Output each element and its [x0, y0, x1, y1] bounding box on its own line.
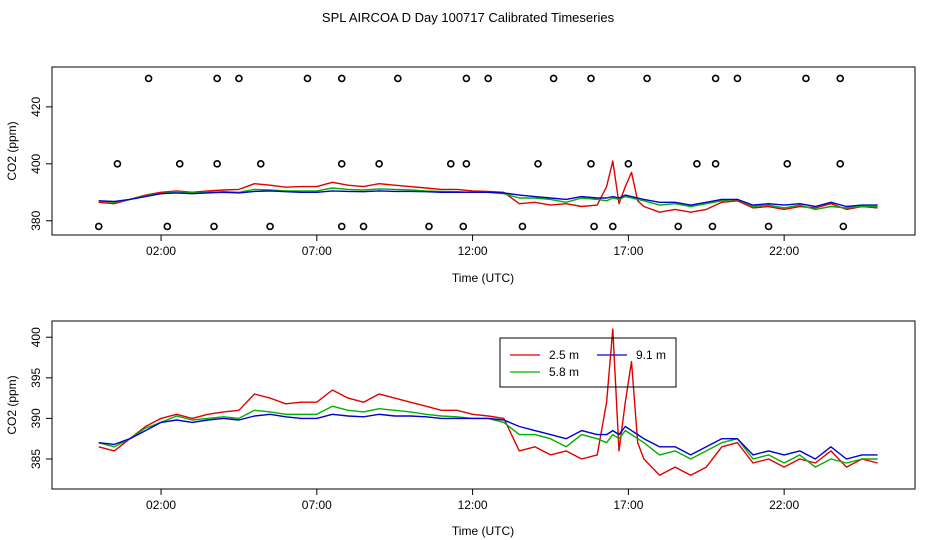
outlier-point [462, 74, 471, 83]
outlier-point [839, 222, 848, 231]
chart-title: SPL AIRCOA D Day 100717 Calibrated Times… [322, 10, 615, 25]
outlier-point [235, 74, 243, 83]
x-tick-label: 07:00 [302, 244, 332, 258]
y-tick-label: 390 [29, 408, 43, 428]
top-panel: 02:00 07:00 12:00 17:00 22:00 380 400 420 Time… [5, 66, 916, 285]
outlier-point [674, 222, 683, 231]
outlier-point [375, 160, 383, 168]
legend-box [499, 337, 677, 388]
outlier-point [446, 160, 455, 168]
outlier-point [534, 160, 542, 168]
bottom-x-axis-label: Time (UTC) [452, 524, 514, 538]
series-line-9.1m [98, 413, 878, 460]
outlier-point [213, 74, 221, 83]
outlier-point [394, 74, 402, 83]
outlier-point [163, 222, 172, 231]
bottom-panel: 02:00 07:00 12:00 17:00 22:00 385 390 395 400 T… [5, 320, 916, 538]
outlier-point [802, 74, 810, 83]
outlier-point [608, 222, 617, 231]
outlier-point [337, 222, 346, 231]
bottom-plot-frame [51, 320, 916, 490]
outlier-point [587, 74, 595, 83]
y-tick-label: 385 [29, 449, 43, 469]
x-tick-label: 07:00 [302, 498, 332, 512]
x-tick-label: 12:00 [458, 244, 488, 258]
y-tick-label: 420 [29, 97, 43, 117]
top-plot-frame [51, 66, 916, 236]
outlier-point [462, 160, 471, 168]
x-tick-label: 17:00 [613, 244, 643, 258]
legend-label-5.8m: 5.8 m [549, 365, 579, 379]
outlier-point [518, 222, 527, 231]
y-tick-label: 400 [29, 153, 43, 173]
outlier-point [266, 222, 274, 231]
y-tick-label: 400 [29, 327, 43, 347]
legend-label-2.5m: 2.5 m [549, 348, 579, 362]
x-tick-label: 22:00 [769, 498, 799, 512]
outlier-point [144, 74, 153, 83]
bottom-series-group [98, 328, 878, 476]
top-x-axis-label: Time (UTC) [452, 271, 514, 285]
x-tick-label: 12:00 [458, 498, 488, 512]
outlier-point [213, 160, 221, 168]
y-tick-label: 380 [29, 210, 43, 230]
outlier-point [484, 74, 492, 83]
outlier-point [359, 222, 368, 231]
top-y-axis: 380 400 420 [29, 97, 52, 231]
outlier-point [783, 160, 792, 168]
outlier-point [711, 74, 720, 83]
series-line-9.1m [98, 190, 878, 208]
outlier-point [733, 74, 742, 83]
outlier-point [643, 74, 651, 83]
bottom-y-axis-label: CO2 (ppm) [5, 375, 19, 434]
outlier-point [459, 222, 468, 231]
top-outlier-group [94, 74, 848, 231]
outlier-point [836, 74, 845, 83]
legend-label-9.1m: 9.1 m [636, 348, 666, 362]
outlier-point [337, 74, 346, 83]
outlier-point [113, 160, 122, 168]
outlier-point [693, 160, 701, 168]
bottom-y-axis: 385 390 395 400 [29, 327, 52, 469]
series-line-2.5m [98, 160, 878, 213]
outlier-point [624, 160, 633, 168]
series-line-2.5m [98, 328, 878, 476]
outlier-point [210, 222, 218, 231]
x-tick-label: 17:00 [613, 498, 643, 512]
bottom-x-axis: 02:00 07:00 12:00 17:00 22:00 [146, 489, 799, 512]
outlier-point [836, 160, 845, 168]
outlier-point [175, 160, 184, 168]
top-y-axis-label: CO2 (ppm) [5, 121, 19, 180]
outlier-point [425, 222, 433, 231]
y-tick-label: 395 [29, 367, 43, 387]
outlier-point [708, 222, 717, 231]
x-tick-label: 02:00 [146, 244, 176, 258]
outlier-point [587, 160, 595, 168]
x-tick-label: 22:00 [769, 244, 799, 258]
top-x-axis: 02:00 07:00 12:00 17:00 22:00 [146, 235, 799, 258]
outlier-point [549, 74, 558, 83]
outlier-point [303, 74, 312, 83]
legend: 2.5 m 9.1 m 5.8 m [499, 337, 677, 388]
top-series-group [98, 160, 878, 213]
outlier-point [256, 160, 265, 168]
outlier-point [711, 160, 720, 168]
x-tick-label: 02:00 [146, 498, 176, 512]
outlier-point [94, 222, 103, 231]
outlier-point [337, 160, 346, 168]
outlier-point [590, 222, 598, 231]
outlier-point [764, 222, 773, 231]
